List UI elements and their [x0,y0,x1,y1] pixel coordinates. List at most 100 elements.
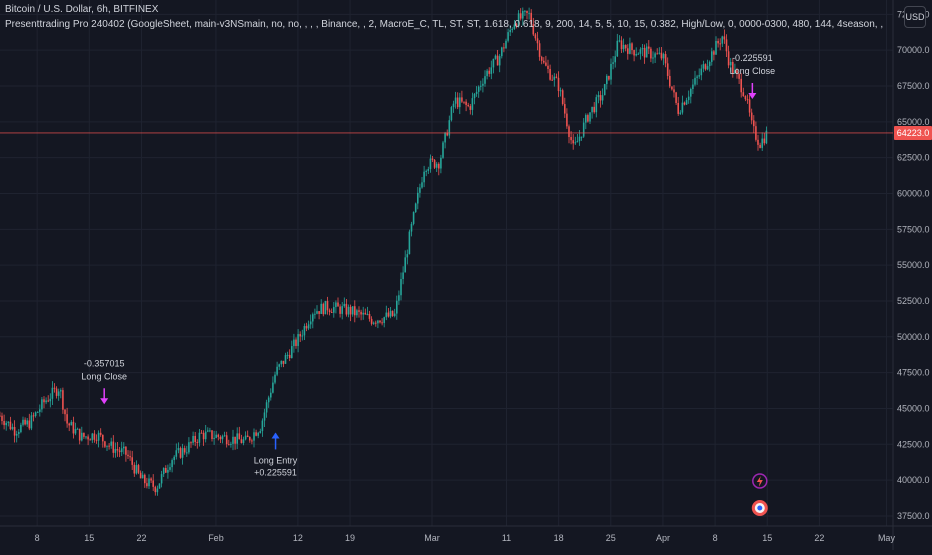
candle-body [557,77,560,91]
candle-body [146,483,148,487]
candle-body [519,13,522,19]
candle-body [595,97,598,113]
candle-body [297,334,299,346]
candle-body [278,364,280,367]
candle-body [39,409,41,412]
candle-body [547,65,549,69]
candle-body [431,158,434,160]
candle-body [725,39,728,52]
candle-body [78,428,81,441]
candle-body [345,303,348,315]
candle-body [15,433,18,436]
candle-body [553,76,556,80]
candle-body [13,426,16,436]
candle-body [62,390,64,410]
current-price-tag [894,125,932,140]
candle-body [20,424,22,433]
lightning-glyph [756,476,763,487]
candle-body [692,84,694,89]
candle-body [95,439,98,441]
candle-body [22,419,24,425]
candle-body [396,300,398,314]
candle-body [354,306,356,316]
indicator-settings[interactable]: Presenttrading Pro 240402 (GoogleSheet, … [5,19,885,30]
candle-body [475,91,478,94]
candle-body [232,436,234,444]
candle-body [249,437,251,441]
candle-body [358,310,360,312]
candle-body [664,54,667,64]
candle-body [236,433,238,444]
currency-button[interactable]: USD [904,6,926,28]
candle-body [356,310,358,316]
candle-body [614,56,616,63]
long-close-arrow-head [748,92,757,99]
candle-body [379,320,381,323]
candle-body [496,55,499,66]
candle-body [246,435,249,438]
candle-body [427,169,430,171]
candle-body [253,432,255,441]
candle-body [114,448,117,453]
candle-body [64,409,66,415]
candle-body [669,75,671,87]
candle-body [463,101,465,103]
candle-body [452,103,455,108]
candle-body [261,420,264,432]
candle-body [324,300,327,315]
candle-body [190,442,192,444]
candle-body [291,346,293,359]
candle-body [587,115,589,122]
candle-body [377,320,379,324]
candle-body [492,58,495,68]
candle-body [242,439,245,444]
candle-body [700,68,703,76]
candle-body [618,40,621,42]
candle-body [263,412,266,421]
candle-body [66,414,68,424]
candle-body [681,102,684,113]
candle-body [372,322,375,324]
candle-body [72,421,75,434]
candle-body [467,104,469,107]
candle-body [196,442,199,444]
candle-body [30,415,33,429]
candle-body [362,312,364,315]
candle-body [60,390,62,392]
candle-body [389,310,392,317]
candle-body [7,421,10,423]
candle-body [461,97,463,102]
candle-body [723,36,726,40]
candle-body [450,107,453,121]
time-axis-label: 19 [345,533,355,543]
candle-body [156,488,159,493]
symbol-title[interactable]: Bitcoin / U.S. Dollar, 6h, BITFINEX [5,4,159,15]
candle-body [207,430,209,432]
candle-body [179,448,182,458]
price-axis-label: 62500.0 [897,153,930,163]
candle-body [137,465,140,473]
candle-body [215,434,217,438]
candle-body [341,306,343,314]
price-axis-label: 55000.0 [897,260,930,270]
price-axis-label: 70000.0 [897,45,930,55]
candle-body [549,68,551,80]
candle-body [228,444,230,446]
candle-body [89,439,91,441]
candle-body [141,474,144,479]
candle-body [696,76,698,78]
candle-body [123,446,125,449]
candle-body [486,70,488,77]
candle-body [509,29,511,33]
candle-body [412,212,415,224]
candle-body [721,36,724,44]
candle-body [34,412,37,416]
candle-body [660,52,663,59]
candle-body [624,44,627,49]
candle-body [125,446,127,455]
candle-body [347,306,350,315]
candle-body [288,354,291,359]
candle-body [322,303,325,315]
